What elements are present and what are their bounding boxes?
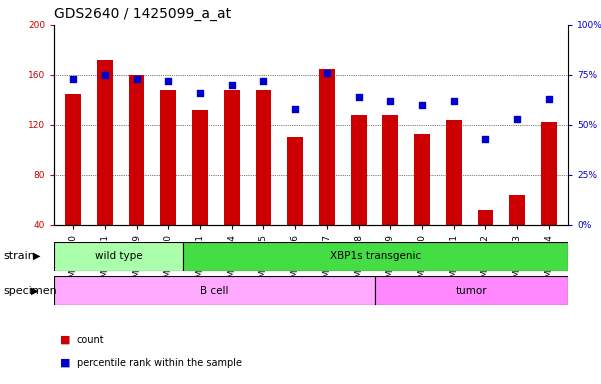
Bar (54, 276, 375, 305)
Point (354, 94, 364, 100)
Point (544, 96, 554, 102)
Point (227, 82, 237, 88)
Bar (375, 276, 568, 305)
Bar (509, 195, 525, 275)
Bar (287, 137, 303, 275)
Text: GDS2640 / 1425099_a_at: GDS2640 / 1425099_a_at (54, 7, 231, 21)
Bar (224, 90, 240, 275)
Bar (65, 94, 81, 275)
Point (195, 90, 205, 96)
Point (132, 76, 141, 82)
Point (513, 116, 522, 122)
Bar (192, 110, 208, 275)
Bar (382, 115, 398, 275)
Text: tumor: tumor (456, 286, 487, 296)
Point (100, 72, 109, 78)
Point (290, 106, 300, 112)
Point (449, 98, 459, 104)
Bar (541, 122, 557, 275)
Point (417, 102, 427, 108)
Text: ■: ■ (60, 335, 70, 345)
Text: count: count (77, 335, 105, 345)
Text: strain: strain (3, 251, 35, 261)
Bar (97, 60, 113, 275)
Bar (160, 90, 176, 275)
Point (163, 78, 173, 84)
Text: ▶: ▶ (31, 286, 38, 296)
Bar (183, 242, 568, 271)
Text: ■: ■ (60, 358, 70, 368)
Point (322, 70, 332, 76)
Point (385, 98, 395, 104)
Point (481, 136, 490, 142)
Text: percentile rank within the sample: percentile rank within the sample (77, 358, 242, 368)
Point (258, 78, 268, 84)
Bar (255, 90, 272, 275)
Text: ▶: ▶ (33, 251, 40, 261)
Bar (478, 210, 493, 275)
Text: specimen: specimen (3, 286, 56, 296)
Point (69, 76, 78, 82)
Bar (414, 134, 430, 275)
Bar (446, 120, 462, 275)
Text: XBP1s transgenic: XBP1s transgenic (329, 251, 421, 262)
Bar (319, 69, 335, 275)
Bar (350, 115, 367, 275)
Text: wild type: wild type (94, 251, 142, 262)
Text: B cell: B cell (200, 286, 229, 296)
Bar (129, 75, 144, 275)
Bar (54, 242, 183, 271)
